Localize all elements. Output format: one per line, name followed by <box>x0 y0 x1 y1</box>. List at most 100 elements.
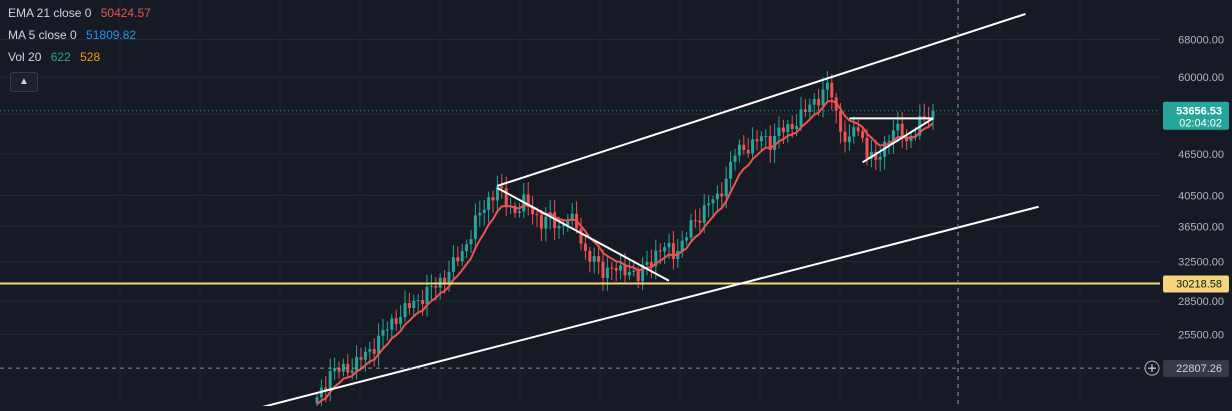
candle-body <box>671 243 675 259</box>
channel-lower-line[interactable] <box>259 205 1039 409</box>
candle-body <box>421 299 425 305</box>
candle-body <box>861 131 865 138</box>
candle-body <box>407 303 411 308</box>
candle-body <box>878 156 882 160</box>
candle-body <box>711 199 715 204</box>
channel-upper-line[interactable] <box>497 13 1026 187</box>
candle-body <box>473 215 477 240</box>
y-tick-label: 46500.00 <box>1178 149 1224 161</box>
y-tick-label: 40500.00 <box>1178 190 1224 202</box>
candle-body <box>847 136 851 142</box>
current-price-label: 53656.53 <box>1176 106 1222 118</box>
candle-body <box>566 220 570 225</box>
candle-body <box>447 271 451 283</box>
vol-legend-row[interactable]: Vol 20 622 528 <box>8 46 157 68</box>
candle-body <box>460 251 464 262</box>
ema-legend-row[interactable]: EMA 21 close 0 50424.57 <box>8 2 157 24</box>
candle-body <box>773 135 777 151</box>
candle-body <box>693 220 697 222</box>
candle-body <box>605 267 609 279</box>
candle-body <box>465 244 469 252</box>
candle-body <box>526 194 530 207</box>
candle-body <box>434 286 438 288</box>
candle-body <box>689 220 693 238</box>
candle-body <box>517 211 521 214</box>
candle-body <box>856 127 860 132</box>
candle-body <box>429 286 433 288</box>
candle-body <box>341 363 345 372</box>
indicator-legend: EMA 21 close 0 50424.57 MA 5 close 0 518… <box>8 2 157 68</box>
candle-body <box>451 257 455 272</box>
candle-body <box>623 265 627 276</box>
candle-body <box>394 318 398 324</box>
candle-body <box>680 240 684 252</box>
candle-body <box>768 136 772 151</box>
triangle-bottom-line[interactable] <box>862 117 934 164</box>
candle-body <box>645 262 649 265</box>
candle-body <box>803 109 807 113</box>
candle-body <box>579 228 583 244</box>
current-price-badge <box>1163 101 1229 130</box>
level-price-badge <box>1163 275 1229 293</box>
candle-body <box>456 257 460 262</box>
candle-body <box>328 371 332 391</box>
candle-body <box>539 215 543 229</box>
candle-body <box>363 351 367 360</box>
ma-legend-value: 51809.82 <box>86 28 137 42</box>
candle-body <box>707 203 711 206</box>
candle-body <box>531 206 535 215</box>
candle-body <box>755 139 759 142</box>
y-tick-label: 28500.00 <box>1178 296 1224 308</box>
candle-body <box>777 127 781 136</box>
candle-body <box>333 368 337 372</box>
price-scale[interactable] <box>1160 0 1232 406</box>
candles <box>315 70 935 411</box>
y-tick-label: 25500.00 <box>1178 330 1224 342</box>
candle-body <box>795 126 799 130</box>
candle-body <box>869 151 873 159</box>
descending-resistance-line[interactable] <box>496 187 670 282</box>
candle-body <box>535 214 539 216</box>
candle-body <box>513 205 517 214</box>
candle-body <box>561 224 565 227</box>
candle-body <box>733 155 737 162</box>
candle-body <box>922 116 926 118</box>
candle-body <box>786 124 790 133</box>
candle-body <box>315 397 319 404</box>
vol-legend-value-2: 528 <box>80 50 101 64</box>
candle-body <box>390 318 394 330</box>
candle-body <box>443 277 447 283</box>
candle-body <box>658 250 662 252</box>
candle-body <box>720 193 724 197</box>
candle-body <box>874 151 878 160</box>
candle-body <box>737 144 741 156</box>
candle-body <box>896 123 900 131</box>
candle-body <box>808 104 812 113</box>
vol-legend-name: Vol 20 <box>8 50 42 64</box>
candle-body <box>900 123 904 138</box>
ma-legend-name: MA 5 close 0 <box>8 28 77 42</box>
candle-body <box>359 357 363 360</box>
chevron-up-icon: ▲ <box>19 76 29 87</box>
add-alert-plus-icon[interactable] <box>1144 360 1160 376</box>
candle-body <box>416 299 420 301</box>
candle-body <box>355 357 359 371</box>
candle-body <box>597 256 601 262</box>
candle-body <box>557 226 561 229</box>
candle-body <box>491 197 495 201</box>
crosshair-price-label: 22807.26 <box>1176 363 1222 375</box>
candle-body <box>759 136 763 142</box>
candle-body <box>641 264 645 282</box>
ma-legend-row[interactable]: MA 5 close 0 51809.82 <box>8 24 157 46</box>
candle-body <box>487 197 491 210</box>
candle-body <box>649 262 653 267</box>
candle-body <box>381 329 385 336</box>
candle-body <box>610 267 614 269</box>
candle-body <box>504 188 508 207</box>
candle-body <box>632 270 636 273</box>
candle-body <box>337 368 341 372</box>
candle-body <box>399 317 403 324</box>
legend-collapse-button[interactable]: ▲ <box>10 72 38 92</box>
